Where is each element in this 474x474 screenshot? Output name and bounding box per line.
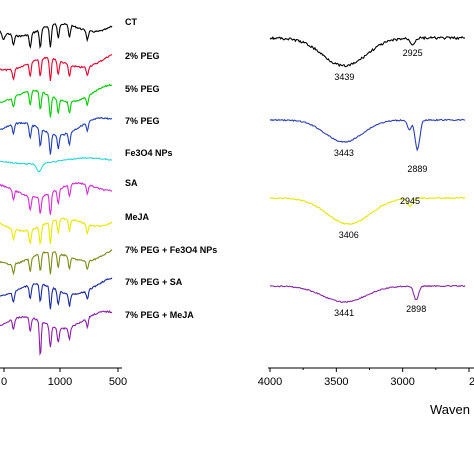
peak-label: 2945 bbox=[400, 196, 420, 206]
series-legend-label: MeJA bbox=[125, 212, 150, 222]
left-spectrum-line bbox=[0, 181, 113, 215]
series-legend-label: 2% PEG bbox=[125, 51, 160, 61]
left-spectrum-line bbox=[0, 217, 113, 246]
series-legend-label: Fe3O4 NPs bbox=[125, 148, 173, 158]
series-legend-label: 7% PEG + SA bbox=[125, 277, 183, 287]
series-legend-label: CT bbox=[125, 17, 137, 27]
right-x-axis-label: Waven bbox=[430, 402, 470, 417]
peak-label: 3406 bbox=[339, 230, 359, 240]
right-spectrum-line bbox=[269, 196, 465, 226]
left-spectrum-line bbox=[0, 54, 113, 82]
left-spectrum-line bbox=[0, 309, 113, 356]
peak-label: 3443 bbox=[334, 148, 354, 158]
left-x-tick-label: 1000 bbox=[48, 376, 72, 388]
peak-label: 2889 bbox=[407, 164, 427, 174]
left-spectrum-line bbox=[0, 22, 113, 50]
right-x-tick-label: 250 bbox=[469, 376, 474, 388]
left-spectrum-line bbox=[0, 83, 112, 118]
right-x-tick-label: 3000 bbox=[390, 376, 414, 388]
series-legend-label: 7% PEG bbox=[125, 116, 160, 126]
left-spectrum-line bbox=[0, 277, 113, 310]
peak-label: 3439 bbox=[334, 72, 354, 82]
left-x-tick-label: 500 bbox=[109, 376, 127, 388]
peak-label: 3441 bbox=[334, 308, 354, 318]
right-spectrum-line bbox=[269, 35, 466, 68]
series-legend-label: 7% PEG + MeJA bbox=[125, 310, 194, 320]
right-spectrum-line bbox=[269, 118, 466, 152]
right-x-tick-label: 4000 bbox=[258, 376, 282, 388]
series-legend-label: 7% PEG + Fe3O4 NPs bbox=[125, 245, 217, 255]
left-spectrum-line bbox=[0, 249, 113, 276]
right-x-tick-label: 3500 bbox=[324, 376, 348, 388]
series-legend-label: 5% PEG bbox=[125, 84, 160, 94]
left-spectrum-line bbox=[0, 116, 113, 155]
left-x-tick-label: 0 bbox=[1, 376, 7, 388]
peak-label: 2898 bbox=[406, 304, 426, 314]
peak-label: 2925 bbox=[403, 48, 423, 58]
right-spectrum-line bbox=[270, 284, 466, 304]
left-spectrum-line bbox=[0, 156, 112, 173]
series-legend-label: SA bbox=[125, 178, 138, 188]
